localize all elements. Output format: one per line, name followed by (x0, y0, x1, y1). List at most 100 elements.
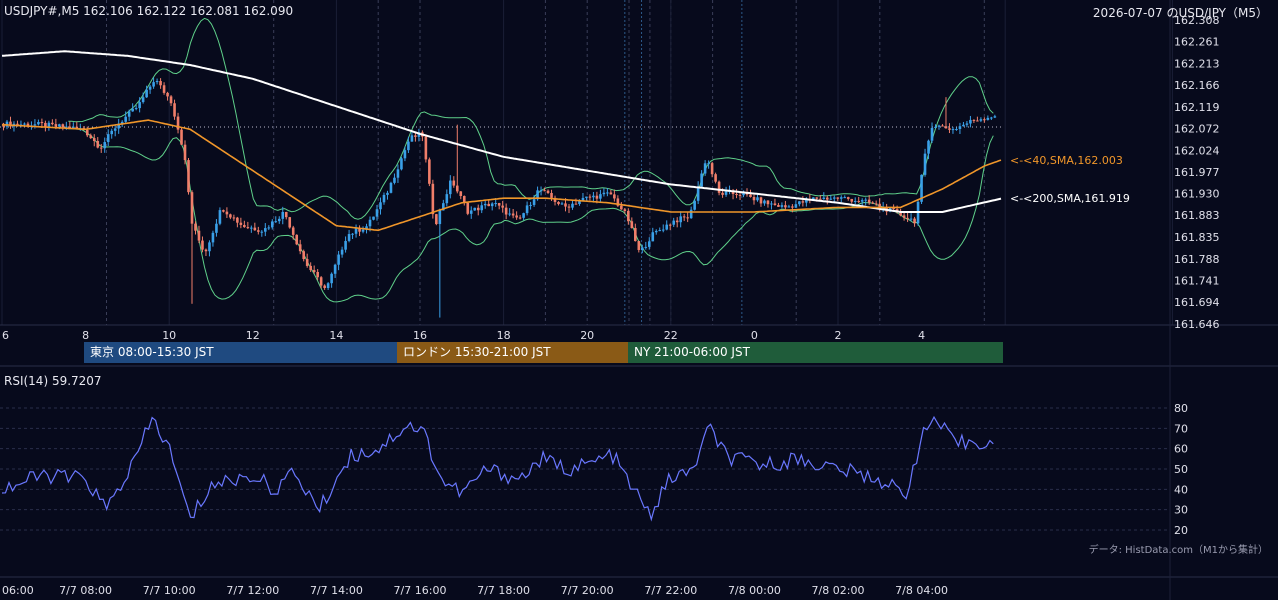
candle-body (738, 194, 742, 196)
rsi-panel: 80 70 60 50 40 30 20 (0, 402, 1188, 537)
candle-body (61, 124, 65, 128)
candle-body (480, 205, 484, 211)
rsi-tick-1: 70 (1174, 422, 1188, 435)
candle-body (567, 206, 571, 208)
candle-body (539, 190, 543, 192)
candle-body (647, 241, 651, 247)
hour-tick-4: 14 (329, 329, 343, 342)
candle-body (99, 147, 103, 149)
candle-body (979, 119, 983, 121)
candle-body (749, 194, 752, 197)
candle-body (693, 200, 696, 210)
candle-body (351, 233, 354, 235)
candle-body (155, 81, 159, 83)
candle-body (438, 210, 442, 225)
candle-body (731, 190, 735, 195)
candle-body (5, 121, 9, 127)
candle-body (26, 123, 30, 127)
candle-body (166, 92, 169, 97)
candle-body (714, 174, 717, 182)
moving-averages (1, 50, 1002, 232)
session-london: ロンドン 15:30-21:00 JST (397, 342, 628, 363)
candle-body (201, 240, 204, 250)
price-tick-7: 161.977 (1174, 166, 1220, 179)
candle-body (183, 144, 187, 161)
candle-body (47, 122, 51, 127)
candle-body (585, 196, 588, 198)
hour-tick-6: 18 (497, 329, 511, 342)
candle-body (386, 192, 389, 195)
candle-body (724, 191, 728, 195)
candle-body (825, 197, 829, 200)
price-tick-4: 162.119 (1174, 101, 1220, 114)
candle-body (944, 126, 948, 129)
candle-body (379, 202, 382, 210)
candle-body (33, 124, 37, 126)
candle-body (92, 138, 96, 142)
candle-body (40, 122, 44, 124)
candle-body (909, 218, 913, 220)
candle-body (253, 227, 257, 231)
candle-body (578, 200, 581, 205)
candle-body (75, 126, 79, 129)
candle-body (236, 217, 239, 223)
price-tick-12: 161.741 (1174, 274, 1220, 287)
time-tick-6: 7/7 18:00 (477, 584, 530, 597)
candle-body (658, 230, 662, 232)
candle-body (609, 192, 613, 195)
candle-body (215, 223, 218, 233)
candle-body (103, 142, 107, 149)
candle-body (333, 264, 337, 274)
candle-body (766, 200, 770, 205)
candle-body (798, 201, 801, 205)
hour-tick-10: 2 (835, 329, 842, 342)
candle-body (850, 198, 854, 202)
candle-body (239, 222, 243, 225)
candle-body (829, 198, 833, 200)
candle-body (986, 117, 990, 120)
candle-body (707, 163, 710, 165)
candle-body (878, 203, 881, 208)
candle-body (110, 130, 114, 135)
time-tick-4: 7/7 14:00 (310, 584, 363, 597)
candle-body (913, 218, 916, 224)
rsi-line (1, 415, 994, 522)
candle-body (449, 180, 452, 195)
candle-body (204, 249, 208, 252)
time-tick-9: 7/8 00:00 (728, 584, 781, 597)
bollinger-bands (68, 17, 994, 303)
candle-body (291, 227, 295, 235)
candle-body (602, 192, 606, 195)
candle-body (574, 203, 578, 205)
candle-body (962, 124, 965, 127)
candle-body (745, 193, 749, 195)
candle-body (787, 206, 791, 208)
candle-body (476, 207, 480, 211)
candle-body (532, 199, 536, 205)
candle-body (710, 163, 714, 175)
candle-body (435, 214, 438, 225)
candle-body (250, 227, 253, 229)
candle-body (354, 228, 358, 234)
candle-body (763, 200, 766, 204)
sma200-label: <-<200,SMA,161.919 (1010, 192, 1130, 205)
candle-body (525, 205, 529, 214)
candle-body (208, 242, 211, 252)
candle-body (365, 226, 368, 230)
candle-body (606, 192, 609, 194)
candle-body (344, 240, 347, 250)
candle-body (330, 273, 333, 284)
candle-body (654, 230, 658, 233)
hour-tick-9: 0 (751, 329, 758, 342)
candle-body (812, 197, 815, 200)
candle-body (560, 203, 564, 205)
sma40-line (1, 119, 1002, 232)
candle-body (407, 141, 410, 151)
candle-body (246, 227, 250, 229)
candle-body (323, 285, 326, 288)
candle-body (735, 194, 738, 196)
candle-body (277, 218, 281, 222)
candle-body (941, 125, 944, 127)
candle-body (225, 211, 229, 215)
candle-body (445, 194, 449, 204)
